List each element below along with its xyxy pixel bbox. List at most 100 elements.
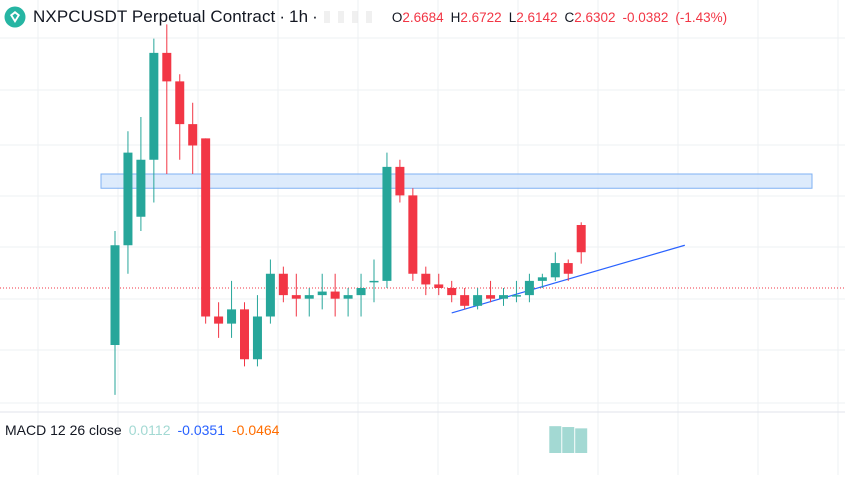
exchange-logo-icon (4, 6, 26, 28)
candle (382, 152, 392, 288)
macd-legend[interactable]: MACD 12 26 close 0.0112 -0.0351 -0.0464 (5, 422, 279, 438)
candle-body (382, 166, 392, 281)
candle (201, 138, 211, 324)
candle (317, 273, 327, 310)
candle-body (550, 263, 560, 278)
candle-body (576, 225, 586, 253)
ohlc-open: O2.6684 (391, 9, 444, 25)
candle-body (343, 295, 353, 299)
candle (369, 259, 379, 303)
price-change: -0.0382 (622, 9, 669, 25)
candle (110, 231, 120, 395)
candle-body (486, 295, 496, 299)
candle-body (317, 291, 327, 296)
candle (343, 288, 353, 317)
candle (421, 266, 431, 296)
candle (408, 188, 418, 281)
candle (304, 288, 314, 317)
candle-body (291, 295, 301, 299)
candle (576, 222, 586, 264)
symbol-title[interactable]: NXPCUSDT Perpetual Contract (33, 7, 276, 26)
candle (149, 38, 159, 203)
candle-body (110, 245, 120, 345)
macd-signal-value: -0.0464 (231, 422, 280, 438)
candle (524, 273, 534, 303)
candle-body (447, 288, 457, 296)
candle (499, 288, 508, 306)
candle (486, 280, 496, 303)
ohlc-close: C2.6302 (564, 9, 616, 25)
ohlc-low: L2.6142 (508, 9, 558, 25)
candle (291, 273, 301, 317)
candle-body (460, 295, 470, 306)
macd-pane (549, 426, 588, 453)
candle (434, 273, 444, 296)
candle-body (421, 273, 431, 285)
candle-body (330, 291, 340, 299)
candle-body (537, 277, 547, 281)
title-separator-2: · (312, 7, 318, 26)
candle (537, 273, 547, 288)
resistance-zone (100, 173, 813, 189)
candle-body (175, 81, 185, 125)
candle-body (252, 316, 262, 360)
candle-body (473, 295, 483, 306)
macd-line-value: -0.0351 (177, 422, 225, 438)
title-separator: · (279, 7, 286, 26)
candle-body (524, 280, 534, 296)
macd-histogram-value: 0.0112 (128, 422, 171, 438)
candle-body (499, 295, 508, 299)
candle (511, 280, 521, 303)
candle (214, 302, 224, 338)
candle (162, 24, 172, 174)
candle (473, 288, 483, 310)
candle-body (162, 52, 172, 82)
candle (278, 266, 288, 303)
candle (563, 259, 573, 281)
candle (460, 288, 470, 310)
candle-body (408, 195, 418, 274)
candle (123, 131, 133, 274)
candle (175, 74, 185, 160)
candle-body (511, 295, 521, 297)
candle (265, 259, 275, 324)
ohlc-values: O2.6684 H2.6722 L2.6142 C2.6302 -0.0382 … (392, 10, 727, 25)
candle-body (149, 52, 159, 160)
candle-body (278, 273, 288, 296)
candle (252, 295, 262, 367)
macd-histogram-bar (562, 427, 575, 453)
ohlc-high: H2.6722 (450, 9, 502, 25)
candle-body (201, 138, 211, 317)
candle (240, 302, 249, 367)
macd-histogram-bar (575, 428, 588, 453)
candle (550, 252, 560, 281)
candle (330, 273, 340, 317)
candle-body (304, 295, 314, 299)
macd-title[interactable]: MACD 12 26 close (5, 422, 122, 438)
candle-body (123, 152, 133, 246)
candle-body (395, 166, 405, 196)
candles (110, 24, 586, 395)
candle (136, 117, 146, 231)
candle-body (227, 309, 237, 324)
price-change-pct: (-1.43%) (675, 9, 728, 25)
candle (395, 159, 405, 203)
candle (356, 273, 366, 317)
candle-body (265, 273, 275, 317)
candle-body (369, 280, 379, 283)
candle (447, 280, 457, 303)
interval-label[interactable]: 1h (289, 7, 309, 26)
candle (227, 280, 237, 338)
candle-body (434, 284, 444, 288)
candle-body (214, 316, 224, 324)
candle-body (188, 124, 198, 146)
candle-body (563, 263, 573, 274)
chart-legend-header: NXPCUSDT Perpetual Contract · 1h · O2.66… (4, 5, 727, 29)
candle-body (136, 159, 146, 217)
candle-body (240, 309, 249, 360)
candle-body (356, 288, 366, 296)
exchange-name-redacted (323, 11, 380, 23)
